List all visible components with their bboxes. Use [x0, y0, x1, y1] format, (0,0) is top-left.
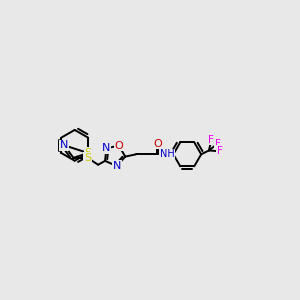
Text: N: N — [112, 161, 121, 171]
Text: F: F — [214, 139, 220, 149]
Text: N: N — [60, 140, 68, 150]
Text: F: F — [217, 146, 223, 156]
Text: N: N — [102, 143, 111, 153]
Text: O: O — [154, 139, 163, 148]
Text: S: S — [84, 153, 91, 163]
Text: S: S — [85, 148, 92, 158]
Text: O: O — [115, 141, 123, 151]
Text: NH: NH — [160, 149, 175, 159]
Text: F: F — [208, 135, 214, 145]
